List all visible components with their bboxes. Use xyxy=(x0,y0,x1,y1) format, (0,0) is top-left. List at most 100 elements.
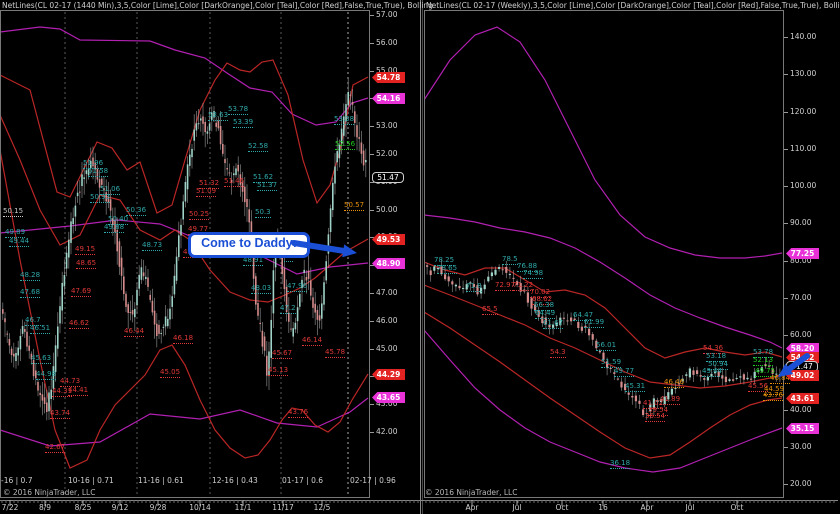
netline-price-label: 50.57 xyxy=(344,201,365,211)
y-tick-mark xyxy=(370,376,374,377)
netline-price-label: 46.44 xyxy=(124,327,145,337)
price-axis-daily[interactable] xyxy=(370,10,420,498)
annotation-arrow[interactable] xyxy=(342,244,357,258)
y-tick-mark xyxy=(370,71,374,72)
netline-price-label: 45.67 xyxy=(272,349,293,359)
y-tick-label: 42.00 xyxy=(376,427,398,436)
y-tick-label: 60.00 xyxy=(790,330,812,339)
netline-price-label: 47.69 xyxy=(71,287,92,297)
netline-price-label: 50.40 xyxy=(108,215,129,225)
netline-price-label: 54.3 xyxy=(550,348,566,358)
indicator-price-badge: 54.16 xyxy=(372,93,405,104)
netline-price-label: 43.76 xyxy=(288,408,309,418)
netline-price-label: 48.03 xyxy=(251,284,272,294)
y-tick-mark xyxy=(370,237,374,238)
netline-price-label: 49.44 xyxy=(702,367,723,377)
y-tick-label: 57.00 xyxy=(376,10,398,19)
x-tick-label: Jul xyxy=(685,503,695,512)
netline-price-label: 46.18 xyxy=(173,334,194,344)
y-tick-label: 140.00 xyxy=(790,32,817,41)
netline-price-label: 53.78 xyxy=(228,105,249,115)
netline-price-label: 48.91 xyxy=(243,256,264,266)
x-tick-label: Oct xyxy=(555,503,569,512)
y-tick-label: 30.00 xyxy=(790,442,812,451)
annotation-text-box[interactable]: Come to Daddy: xyxy=(188,232,310,258)
netline-price-label: 45.31 xyxy=(625,382,646,392)
indicator-price-badge: 48.90 xyxy=(372,258,405,269)
netline-price-label: 78.25 xyxy=(434,256,455,266)
x-tick-label: 8/25 xyxy=(74,503,92,512)
netline-price-label: 43.76 xyxy=(763,391,784,401)
annotation-arrow[interactable] xyxy=(778,363,794,377)
plot-area-weekly[interactable] xyxy=(424,26,783,473)
netline-price-label: 43.74 xyxy=(50,409,71,419)
y-tick-label: 90.00 xyxy=(790,218,812,227)
contract-period-label: 10-16 | 0.71 xyxy=(68,476,114,485)
x-tick-label: 10/14 xyxy=(189,503,211,512)
y-tick-label: 45.00 xyxy=(376,344,398,353)
netline-price-label: 49.15 xyxy=(75,245,96,255)
y-tick-mark xyxy=(370,154,374,155)
netline-price-label: 50.94 xyxy=(708,360,729,370)
netline-price-label: 45.63 xyxy=(31,354,52,364)
netline-price-label: 46.62 xyxy=(69,319,90,329)
netline-price-label: 74.98 xyxy=(523,269,544,279)
current-price-badge: 51.47 xyxy=(372,172,404,183)
netline-price-label: 46.84 xyxy=(770,374,791,384)
netline-price-label: 53.39 xyxy=(233,118,254,128)
netline-price-label: 44.59 xyxy=(764,385,785,395)
y-tick-label: 100.00 xyxy=(790,181,817,190)
netline-price-label: 51.62 xyxy=(253,173,274,183)
netline-price-label: 42.67 xyxy=(45,443,66,453)
netline-price-label: 45.05 xyxy=(160,368,181,378)
x-tick-label: Oct xyxy=(730,503,744,512)
netline-price-label: 44.73 xyxy=(60,377,81,387)
y-tick-label: 50.00 xyxy=(376,205,398,214)
time-axis[interactable] xyxy=(0,499,840,514)
contract-period-label: -16 | 0.7 xyxy=(1,476,33,485)
y-tick-mark xyxy=(784,335,788,336)
netline-price-label: 39.54 xyxy=(648,406,669,416)
y-tick-mark xyxy=(784,37,788,38)
y-tick-mark xyxy=(784,74,788,75)
x-tick-label: 16 xyxy=(598,503,608,512)
netline-price-label: 51.37 xyxy=(257,181,278,191)
y-tick-label: 20.00 xyxy=(790,479,812,488)
indicator-price-badge: 54.78 xyxy=(372,72,405,83)
netline-price-label: 49.77 xyxy=(614,367,635,377)
netline-price-label: 51.96 xyxy=(83,159,104,169)
netline-price-label: 61.99 xyxy=(584,318,605,328)
netline-price-label: 47.2 xyxy=(280,304,296,314)
y-tick-label: 47.00 xyxy=(376,288,398,297)
netline-price-label: 50.36 xyxy=(126,206,147,216)
netline-price-label: 45.13 xyxy=(268,366,289,376)
y-tick-mark xyxy=(370,293,374,294)
indicator-price-badge: 49.02 xyxy=(786,370,819,381)
x-tick-label: Apr xyxy=(465,503,479,512)
contract-period-label: 01-17 | 0.6 xyxy=(282,476,324,485)
indicator-price-badge: 35.15 xyxy=(786,423,819,434)
netline-price-label: 78.5 xyxy=(502,255,518,265)
y-tick-mark xyxy=(784,149,788,150)
price-axis-weekly[interactable] xyxy=(786,10,840,498)
netline-price-label: 52.58 xyxy=(248,142,269,152)
netline-price-label: 45.56 xyxy=(748,382,769,392)
y-tick-label: 40.00 xyxy=(790,405,812,414)
netline-price-label: 36.18 xyxy=(610,459,631,469)
netline-price-label: 64.47 xyxy=(573,311,594,321)
netline-price-label: 41.02 xyxy=(643,399,664,409)
y-tick-label: 80.00 xyxy=(790,256,812,265)
netline-price-label: 36.54 xyxy=(645,412,666,422)
netline-price-label: 51.46 xyxy=(224,177,245,187)
x-tick-label: 7/22 xyxy=(1,503,19,512)
indicator-price-badge: 43.65 xyxy=(372,392,405,403)
netline-price-label: 49.89 xyxy=(5,228,26,238)
indicator-price-badge: 77.25 xyxy=(786,248,819,259)
netline-price-label: 61.67 xyxy=(543,319,564,329)
netline-price-label: 71.22 xyxy=(513,281,534,291)
netline-price-label: 48.28 xyxy=(20,271,41,281)
netline-price-label: 44.41 xyxy=(68,386,89,396)
x-tick-label: 11/1 xyxy=(234,503,252,512)
netline-price-label: 48.65 xyxy=(76,259,97,269)
